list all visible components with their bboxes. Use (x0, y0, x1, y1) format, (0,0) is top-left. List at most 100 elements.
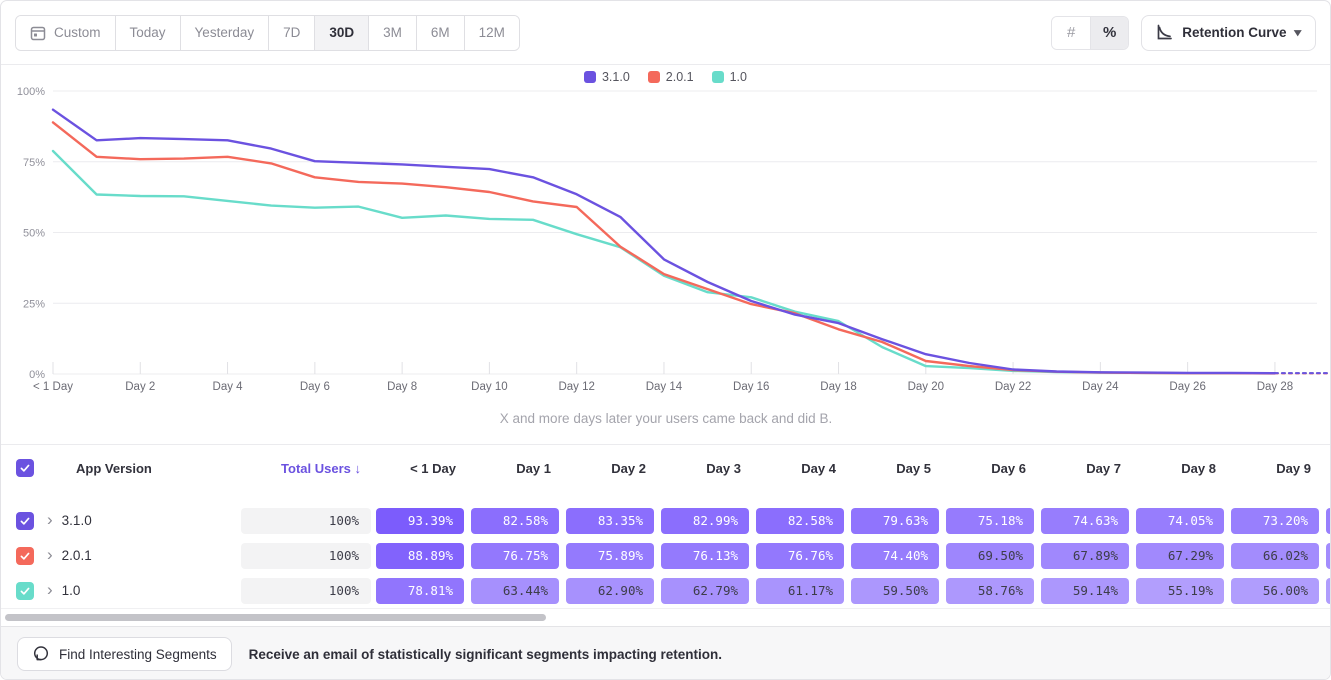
retention-cell-day-6[interactable]: 58.76% (946, 577, 1034, 604)
x-axis-label: Day 20 (908, 381, 944, 393)
segments-button-label: Find Interesting Segments (59, 646, 217, 662)
chart-type-selector[interactable]: Retention Curve ▾ (1141, 14, 1316, 51)
expand-row-icon[interactable]: › (47, 509, 53, 529)
percent-format-button[interactable]: % (1090, 16, 1129, 49)
x-axis-label: Day 10 (471, 381, 507, 393)
retention-cell-day-8[interactable]: 74.05% (1136, 507, 1224, 534)
date-range-label: Custom (54, 25, 101, 40)
retention-cell-day-6[interactable]: 69.50% (946, 542, 1034, 569)
date-range-today[interactable]: Today (114, 15, 180, 50)
day-cell-wrap: 62.90% (566, 577, 661, 604)
row-version-cell: › 2.0.1 (45, 544, 241, 564)
retention-cell-day-6[interactable]: 75.18% (946, 507, 1034, 534)
retention-cell-day-5[interactable]: 74.40% (851, 542, 939, 569)
retention-cell-day-7[interactable]: 59.14% (1041, 577, 1129, 604)
row-checkbox-2.0.1[interactable] (16, 546, 34, 565)
retention-cell-day-8[interactable]: 67.29% (1136, 542, 1224, 569)
chart-caption: X and more days later your users came ba… (500, 411, 832, 426)
date-range-7d[interactable]: 7D (268, 15, 315, 50)
column-header-day-8[interactable]: Day 8 (1181, 460, 1216, 476)
day-cell-wrap: 74.63% (1041, 507, 1136, 534)
day-cell-wrap: 82.99% (661, 507, 756, 534)
retention-cell-overflow[interactable] (1326, 542, 1330, 569)
legend-item-2.0.1[interactable]: 2.0.1 (647, 70, 694, 84)
column-header-day-4[interactable]: Day 4 (801, 460, 836, 476)
retention-cell-day-3[interactable]: 62.79% (661, 577, 749, 604)
day-cell-wrap: 74.40% (851, 542, 946, 569)
legend-item-3.1.0[interactable]: 3.1.0 (583, 70, 630, 84)
toolbar: Custom Today Yesterday 7D 30D 3M 6M 12M #% Rete… (1, 1, 1330, 65)
row-checkbox-3.1.0[interactable] (16, 511, 34, 530)
date-range-6m[interactable]: 6M (415, 15, 464, 50)
day-cell-wrap: 75.18% (946, 507, 1041, 534)
retention-cell-day-1[interactable]: 63.44% (471, 577, 559, 604)
column-header-day-2[interactable]: Day 2 (611, 460, 646, 476)
number-format-button[interactable]: # (1052, 16, 1091, 49)
date-range-30d[interactable]: 30D (314, 15, 369, 50)
date-range-yesterday[interactable]: Yesterday (179, 15, 269, 50)
retention-cell-day-0[interactable]: 78.81% (376, 577, 464, 604)
legend-swatch (711, 71, 724, 83)
total-users-cell: 100% (241, 542, 371, 569)
total-users-value: 100% (241, 577, 371, 604)
column-header-day-7[interactable]: Day 7 (1086, 460, 1121, 476)
column-header-day-5[interactable]: Day 5 (896, 460, 931, 476)
column-header-day-9[interactable]: Day 9 (1276, 460, 1311, 476)
y-axis-label: 100% (17, 86, 45, 98)
column-header-day-0[interactable]: < 1 Day (410, 460, 456, 476)
retention-cell-overflow[interactable] (1326, 507, 1330, 534)
date-range-label: 7D (283, 25, 301, 40)
retention-cell-day-7[interactable]: 67.89% (1041, 542, 1129, 569)
legend-swatch (583, 71, 596, 83)
retention-cell-day-7[interactable]: 74.63% (1041, 507, 1129, 534)
column-header-total-users[interactable]: Total Users ↓ (281, 460, 361, 476)
day-cell-wrap: 75.89% (566, 542, 661, 569)
retention-cell-day-2[interactable]: 62.90% (566, 577, 654, 604)
x-axis-label: Day 28 (1257, 381, 1293, 393)
retention-cell-day-9[interactable]: 56.00% (1231, 577, 1319, 604)
retention-cell-day-3[interactable]: 82.99% (661, 507, 749, 534)
row-checkbox-1.0[interactable] (16, 581, 34, 600)
retention-cell-day-5[interactable]: 59.50% (851, 577, 939, 604)
retention-cell-day-4[interactable]: 76.76% (756, 542, 844, 569)
date-range-label: Today (129, 25, 166, 40)
day-cell-wrap: 83.35% (566, 507, 661, 534)
date-range-3m[interactable]: 3M (368, 15, 416, 50)
select-all-checkbox[interactable] (16, 459, 34, 477)
expand-row-icon[interactable]: › (47, 544, 53, 564)
expand-row-icon[interactable]: › (47, 579, 53, 599)
legend-item-1.0[interactable]: 1.0 (711, 70, 747, 84)
retention-cell-day-5[interactable]: 79.63% (851, 507, 939, 534)
day-cell-wrap: 76.75% (471, 542, 566, 569)
retention-cell-day-1[interactable]: 82.58% (471, 507, 559, 534)
find-interesting-segments-button[interactable]: Find Interesting Segments (17, 637, 232, 671)
x-axis-label: < 1 Day (33, 381, 73, 393)
scrollbar-thumb[interactable] (5, 614, 546, 621)
column-header-day-3[interactable]: Day 3 (706, 460, 741, 476)
retention-cell-day-3[interactable]: 76.13% (661, 542, 749, 569)
retention-cell-day-2[interactable]: 83.35% (566, 507, 654, 534)
retention-line-chart[interactable]: 0% 25% 50% 75% 100% < 1 Day Day 2 Day 4 Day 6 Day… (1, 65, 1331, 444)
retention-cell-day-1[interactable]: 76.75% (471, 542, 559, 569)
day-cell-wrap-overflow (1326, 542, 1330, 569)
column-header-day-6[interactable]: Day 6 (991, 460, 1026, 476)
date-range-custom[interactable]: Custom (16, 15, 115, 50)
y-axis-label: 25% (23, 298, 45, 310)
retention-cell-day-9[interactable]: 73.20% (1231, 507, 1319, 534)
retention-cell-overflow[interactable] (1326, 577, 1330, 604)
retention-cell-day-9[interactable]: 66.02% (1231, 542, 1319, 569)
retention-cell-day-4[interactable]: 82.58% (756, 507, 844, 534)
footer-message: Receive an email of statistically signif… (248, 646, 722, 662)
x-axis-label: Day 24 (1082, 381, 1119, 393)
retention-cell-day-4[interactable]: 61.17% (756, 577, 844, 604)
legend-label: 3.1.0 (601, 70, 630, 84)
column-header-app-version[interactable]: App Version (76, 460, 152, 476)
legend-label: 1.0 (729, 70, 747, 84)
day-cell-wrap: 88.89% (376, 542, 471, 569)
column-header-day-1[interactable]: Day 1 (516, 460, 551, 476)
retention-cell-day-2[interactable]: 75.89% (566, 542, 654, 569)
retention-cell-day-0[interactable]: 93.39% (376, 507, 464, 534)
retention-cell-day-8[interactable]: 55.19% (1136, 577, 1224, 604)
date-range-12m[interactable]: 12M (463, 15, 519, 50)
retention-cell-day-0[interactable]: 88.89% (376, 542, 464, 569)
